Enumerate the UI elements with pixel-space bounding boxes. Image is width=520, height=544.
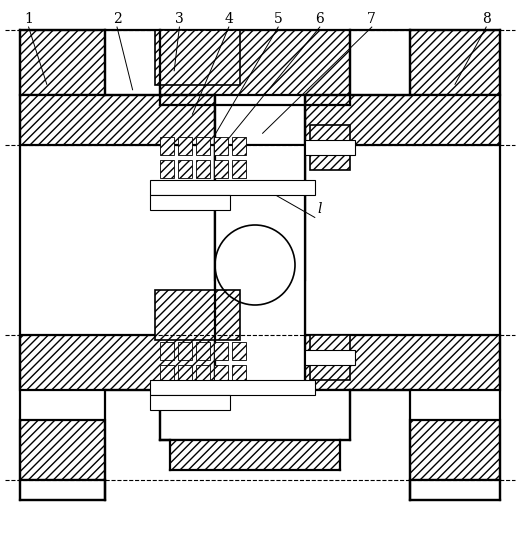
Bar [214, 365, 228, 383]
Bar [310, 125, 350, 170]
Bar [170, 440, 340, 470]
Bar [178, 137, 192, 155]
Bar [150, 395, 230, 410]
Bar [150, 180, 315, 195]
Bar [178, 342, 192, 360]
Bar [150, 380, 315, 395]
Bar [160, 160, 174, 178]
Text: l: l [318, 202, 322, 217]
Bar [155, 30, 240, 85]
Bar [20, 420, 105, 480]
Bar [305, 350, 355, 365]
Bar [160, 365, 174, 383]
Bar [214, 137, 228, 155]
Bar [196, 137, 210, 155]
Bar [305, 95, 500, 145]
Bar [196, 342, 210, 360]
Bar [196, 160, 210, 178]
Bar [305, 140, 355, 155]
Bar [232, 160, 246, 178]
Bar [410, 30, 500, 95]
Bar [196, 365, 210, 383]
Bar [20, 30, 105, 95]
Bar [20, 480, 105, 500]
Bar [217, 147, 303, 388]
Text: 7: 7 [367, 12, 376, 26]
Bar [160, 390, 350, 440]
Bar [155, 290, 240, 340]
Bar [214, 160, 228, 178]
Bar [232, 342, 246, 360]
Bar [178, 365, 192, 383]
Bar [160, 137, 174, 155]
Bar [178, 160, 192, 178]
Bar [232, 137, 246, 155]
Bar [305, 335, 500, 390]
Text: 4: 4 [224, 12, 233, 26]
Text: 1: 1 [24, 12, 33, 26]
Bar [150, 195, 230, 210]
Bar [232, 365, 246, 383]
Bar [410, 420, 500, 480]
Text: 3: 3 [175, 12, 184, 26]
Bar [215, 95, 305, 280]
Text: 6: 6 [316, 12, 324, 26]
Bar [410, 480, 500, 500]
Bar [214, 342, 228, 360]
Text: 5: 5 [274, 12, 282, 26]
Text: 8: 8 [482, 12, 490, 26]
Bar [160, 30, 350, 105]
Bar [310, 335, 350, 380]
Bar [215, 145, 305, 390]
Bar [160, 342, 174, 360]
Bar [20, 95, 215, 145]
Bar [20, 335, 215, 390]
Text: 2: 2 [113, 12, 121, 26]
